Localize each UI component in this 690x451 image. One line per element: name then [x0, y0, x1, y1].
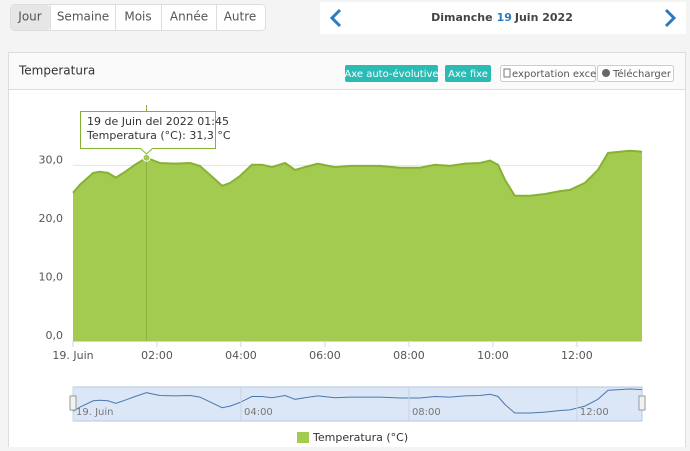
weekday: Dimanche: [431, 11, 492, 24]
area: [73, 150, 642, 341]
button-label[interactable]: Télécharger: [612, 68, 672, 80]
tooltip-box: [80, 111, 216, 155]
tab[interactable]: Année: [170, 10, 208, 24]
tooltip-title: 19 de Juin del 2022 01:45: [87, 115, 229, 128]
excel-icon: [503, 68, 511, 78]
button[interactable]: [500, 65, 596, 82]
legend-label: Temperatura (°C): [312, 431, 408, 444]
prev-arrow[interactable]: [329, 8, 342, 28]
navigator-box: [72, 386, 643, 422]
navigator-tick-label: 04:00: [244, 407, 273, 418]
button[interactable]: [597, 65, 674, 82]
tooltip-text: Temperatura (°C): 31,3 °C: [86, 129, 231, 142]
next-arrow[interactable]: [664, 8, 677, 28]
chart: 0,0 10,0 20,0 30,0 19. Juin 02:00 04:00 06:00 08…: [39, 105, 646, 444]
date-box: [320, 2, 686, 34]
tab[interactable]: Semaine: [57, 10, 109, 24]
line: [72, 149, 643, 197]
y-tick-label: 20,0: [39, 212, 64, 225]
x-tick-label: 08:00: [393, 349, 425, 362]
x-tick-label: 19. Juin: [52, 349, 93, 362]
button-label[interactable]: Axe auto-évolutive: [344, 68, 438, 80]
button[interactable]: [445, 65, 491, 82]
tab[interactable]: Jour: [17, 10, 41, 24]
x-tick-label: 10:00: [477, 349, 509, 362]
tab-active-bg: [11, 5, 50, 30]
x-tick-label: 04:00: [225, 349, 257, 362]
button[interactable]: [345, 65, 438, 82]
button-label[interactable]: exportation excel: [512, 69, 599, 80]
tabs: Jour Semaine Mois Année Autre: [10, 4, 266, 31]
tab-group: [10, 4, 266, 31]
tab[interactable]: Mois: [124, 10, 151, 24]
tab[interactable]: Autre: [224, 10, 257, 24]
x-tick-label: 02:00: [141, 349, 173, 362]
month-year: Juin 2022: [514, 11, 573, 24]
x-tick-label: 06:00: [309, 349, 341, 362]
date-label: Dimanche 19 Juin 2022: [431, 11, 573, 24]
navigator-tick-label: 08:00: [412, 407, 441, 418]
button-label[interactable]: Axe fixe: [448, 69, 488, 80]
navigator-tick-label: 19. Juin: [76, 407, 114, 418]
legend-swatch: [297, 432, 309, 443]
navigator-tick-label: 12:00: [580, 407, 609, 418]
panel-title: Temperatura: [18, 64, 95, 78]
cloud-icon: [602, 69, 610, 77]
y-tick-label: 30,0: [39, 153, 64, 166]
y-tick-label: 10,0: [39, 270, 64, 283]
navigator-handle[interactable]: [69, 395, 77, 411]
x-tick-label: 12:00: [561, 349, 593, 362]
navigator-handle[interactable]: [638, 395, 646, 411]
day: 19: [497, 11, 512, 24]
navigator-line: [72, 388, 643, 414]
y-tick-label: 0,0: [46, 329, 64, 342]
date-nav: Dimanche 19 Juin 2022: [320, 2, 686, 34]
tooltip-marker: [142, 153, 151, 162]
